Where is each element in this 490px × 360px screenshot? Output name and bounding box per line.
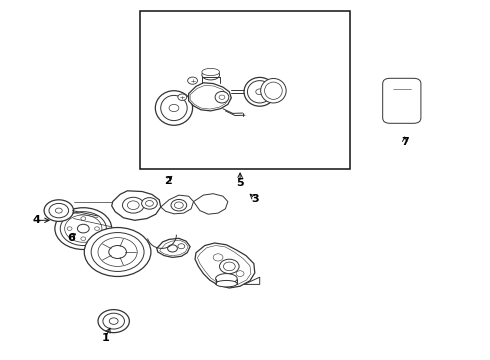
Polygon shape [157, 238, 190, 257]
Ellipse shape [216, 274, 237, 284]
Text: 7: 7 [401, 137, 409, 147]
Ellipse shape [95, 227, 99, 230]
Ellipse shape [146, 201, 153, 206]
Ellipse shape [171, 199, 187, 211]
Polygon shape [161, 195, 194, 214]
Ellipse shape [84, 228, 151, 276]
Ellipse shape [67, 227, 72, 230]
Ellipse shape [202, 68, 220, 76]
Text: 1: 1 [101, 333, 109, 343]
Ellipse shape [244, 77, 275, 106]
Ellipse shape [55, 208, 112, 249]
Ellipse shape [122, 197, 144, 213]
Ellipse shape [98, 310, 129, 333]
Ellipse shape [49, 203, 69, 218]
Ellipse shape [174, 202, 183, 208]
Polygon shape [194, 194, 228, 214]
Ellipse shape [202, 70, 220, 80]
Ellipse shape [109, 246, 126, 258]
Ellipse shape [178, 244, 185, 249]
Polygon shape [112, 191, 161, 220]
Ellipse shape [155, 91, 193, 125]
Ellipse shape [77, 224, 89, 233]
Ellipse shape [188, 77, 197, 84]
Ellipse shape [215, 91, 229, 103]
Ellipse shape [161, 95, 187, 121]
Ellipse shape [127, 201, 139, 210]
Ellipse shape [256, 89, 264, 95]
Ellipse shape [247, 81, 272, 103]
Ellipse shape [142, 198, 157, 209]
Ellipse shape [103, 313, 124, 329]
Ellipse shape [98, 238, 137, 266]
Text: 6: 6 [67, 233, 75, 243]
Polygon shape [195, 243, 255, 288]
Ellipse shape [236, 271, 244, 276]
Ellipse shape [220, 259, 239, 274]
Ellipse shape [55, 208, 62, 213]
Text: 3: 3 [251, 194, 259, 204]
Ellipse shape [44, 200, 74, 221]
Ellipse shape [109, 318, 118, 324]
Ellipse shape [91, 233, 144, 271]
Ellipse shape [223, 262, 235, 271]
Ellipse shape [65, 215, 102, 242]
Text: 2: 2 [164, 176, 171, 186]
Ellipse shape [219, 95, 225, 99]
Ellipse shape [216, 280, 237, 287]
Ellipse shape [60, 212, 106, 246]
Text: 5: 5 [236, 177, 244, 188]
Ellipse shape [168, 245, 177, 252]
Ellipse shape [261, 78, 286, 103]
Ellipse shape [213, 254, 223, 261]
Ellipse shape [81, 217, 86, 220]
Ellipse shape [178, 94, 187, 100]
Ellipse shape [169, 104, 179, 112]
Ellipse shape [81, 237, 86, 240]
Polygon shape [244, 277, 260, 284]
Text: 4: 4 [33, 215, 41, 225]
Polygon shape [189, 83, 231, 111]
Bar [140, 11, 350, 169]
Ellipse shape [265, 82, 282, 99]
FancyBboxPatch shape [383, 78, 421, 123]
